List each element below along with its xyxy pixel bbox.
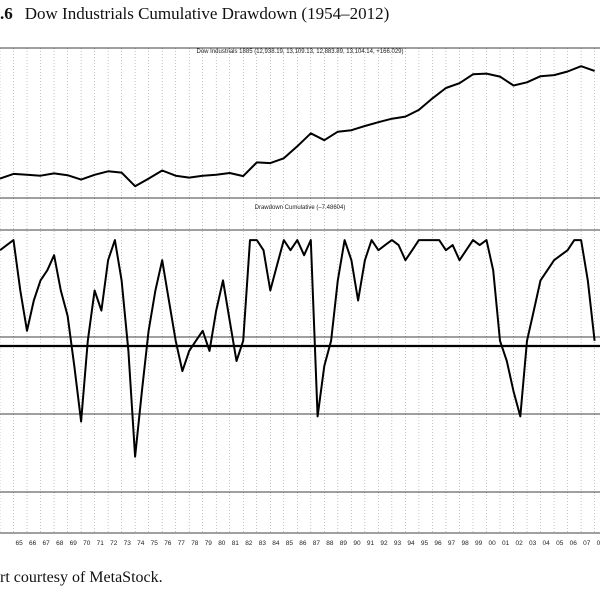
x-tick-81: 81 xyxy=(232,540,240,547)
x-tick-91: 91 xyxy=(367,540,375,547)
x-tick-83: 83 xyxy=(259,540,267,547)
x-tick-68: 68 xyxy=(56,540,64,547)
x-tick-02: 02 xyxy=(516,540,524,547)
drawdown-series-line xyxy=(0,239,596,458)
x-tick-72: 72 xyxy=(110,540,118,547)
x-tick-93: 93 xyxy=(394,540,402,547)
x-tick-92: 92 xyxy=(380,540,388,547)
x-tick-94: 94 xyxy=(407,540,415,547)
x-tick-89: 89 xyxy=(340,540,348,547)
x-tick-86: 86 xyxy=(299,540,307,547)
x-tick-82: 82 xyxy=(245,540,253,547)
x-tick-74: 74 xyxy=(137,540,145,547)
x-tick-08: 08 xyxy=(597,540,600,547)
x-tick-90: 90 xyxy=(353,540,361,547)
x-tick-96: 96 xyxy=(434,540,442,547)
figure-credit: rt courtesy of MetaStock. xyxy=(0,569,163,586)
figure-title-text: Dow Industrials Cumulative Drawdown (195… xyxy=(24,4,390,23)
x-tick-85: 85 xyxy=(286,540,294,547)
x-tick-67: 67 xyxy=(43,540,51,547)
figure-title: .6 Dow Industrials Cumulative Drawdown (1… xyxy=(0,4,389,24)
year-grid xyxy=(0,48,595,533)
x-tick-65: 65 xyxy=(16,540,24,547)
x-tick-77: 77 xyxy=(178,540,186,547)
x-tick-87: 87 xyxy=(313,540,321,547)
x-tick-88: 88 xyxy=(326,540,334,547)
x-tick-labels: 65 66 67 68 69 70 71 72 73 74 75 76 77 78 79 80 81 82 83 84… xyxy=(16,540,600,547)
drawdown-panel-title: Drawdown Cumulative (–7.48604) xyxy=(255,205,346,211)
price-series-line xyxy=(0,65,595,188)
price-panel-title: Dow Industrials 1885 (12,938.19, 13,109.… xyxy=(197,49,404,55)
x-tick-78: 78 xyxy=(191,540,199,547)
x-tick-73: 73 xyxy=(124,540,132,547)
x-tick-80: 80 xyxy=(218,540,226,547)
x-tick-04: 04 xyxy=(543,540,551,547)
x-tick-79: 79 xyxy=(205,540,213,547)
x-tick-84: 84 xyxy=(272,540,280,547)
x-tick-76: 76 xyxy=(164,540,172,547)
x-tick-71: 71 xyxy=(97,540,105,547)
figure-number: .6 xyxy=(0,4,13,23)
x-tick-95: 95 xyxy=(421,540,429,547)
x-tick-05: 05 xyxy=(556,540,564,547)
x-tick-07: 07 xyxy=(583,540,591,547)
x-tick-01: 01 xyxy=(502,540,510,547)
x-tick-69: 69 xyxy=(70,540,78,547)
x-tick-06: 06 xyxy=(570,540,578,547)
x-tick-75: 75 xyxy=(151,540,159,547)
x-tick-66: 66 xyxy=(29,540,37,547)
x-tick-70: 70 xyxy=(83,540,91,547)
x-tick-99: 99 xyxy=(475,540,483,547)
x-tick-00: 00 xyxy=(489,540,497,547)
x-tick-97: 97 xyxy=(448,540,456,547)
x-tick-98: 98 xyxy=(462,540,470,547)
x-tick-03: 03 xyxy=(529,540,537,547)
